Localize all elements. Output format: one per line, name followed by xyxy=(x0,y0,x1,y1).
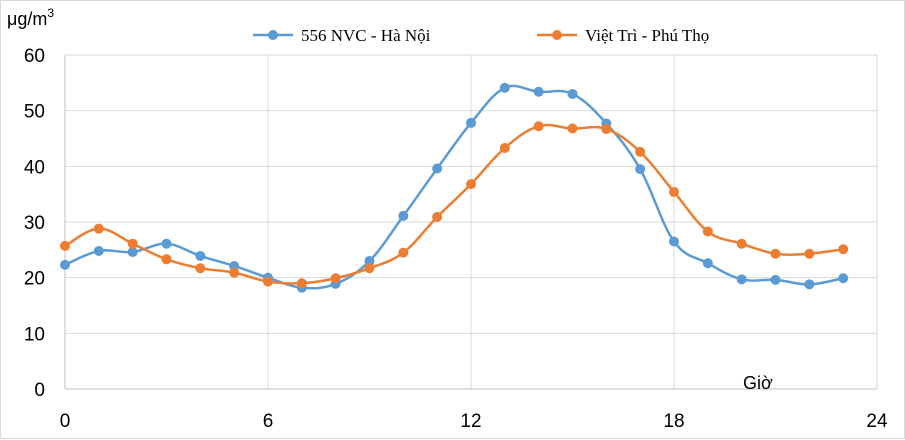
y-tick-label: 10 xyxy=(24,324,45,345)
data-point xyxy=(499,142,510,153)
legend-marker-0 xyxy=(268,30,278,40)
data-point xyxy=(432,163,443,174)
data-point xyxy=(466,179,476,190)
data-point xyxy=(702,226,713,237)
data-point xyxy=(804,279,815,290)
data-point xyxy=(364,263,375,274)
y-tick-label: 40 xyxy=(24,157,45,178)
y-tick-label: 60 xyxy=(24,46,45,67)
legend-label-0: 556 NVC - Hà Nội xyxy=(301,26,431,45)
data-point xyxy=(398,247,409,258)
data-point xyxy=(60,259,70,270)
data-point xyxy=(161,254,172,265)
data-point xyxy=(635,146,646,157)
x-tick-label: 18 xyxy=(663,411,684,432)
data-point xyxy=(736,238,747,249)
x-axis-label: Giờ xyxy=(743,373,773,393)
grid xyxy=(65,54,878,389)
legend: 556 NVC - Hà Nội Việt Trì - Phú Thọ xyxy=(253,26,709,45)
data-point xyxy=(702,258,713,269)
series-line-1 xyxy=(64,123,844,285)
x-tick-label: 12 xyxy=(460,411,481,432)
data-point xyxy=(364,255,375,266)
data-point xyxy=(127,247,138,258)
data-point xyxy=(499,82,510,93)
data-point xyxy=(770,274,781,285)
data-point xyxy=(669,236,679,247)
data-point xyxy=(93,245,104,256)
data-point xyxy=(93,223,104,234)
legend-label-1: Việt Trì - Phú Thọ xyxy=(585,26,709,45)
data-point xyxy=(838,273,849,284)
y-tick-label: 50 xyxy=(24,102,45,123)
data-point xyxy=(533,121,544,132)
axes xyxy=(64,55,877,390)
data-point xyxy=(601,124,612,135)
y-tick-label: 0 xyxy=(34,380,45,401)
x-tick-label: 0 xyxy=(60,411,71,432)
data-point xyxy=(127,238,138,249)
data-point xyxy=(736,274,747,285)
data-point xyxy=(466,117,476,128)
y-tick-label: 30 xyxy=(24,213,45,234)
data-point xyxy=(432,211,443,222)
data-point xyxy=(195,263,206,274)
data-point xyxy=(398,210,409,221)
y-tick-label: 20 xyxy=(24,269,45,290)
x-tick-label: 24 xyxy=(866,411,888,432)
y-axis-label: μg/m3 xyxy=(7,6,54,29)
series-line-0 xyxy=(64,84,844,290)
legend-marker-1 xyxy=(552,30,562,40)
data-point xyxy=(838,244,849,255)
data-point xyxy=(635,164,646,175)
data-point xyxy=(330,273,341,284)
data-point xyxy=(296,278,307,289)
data-point xyxy=(195,250,206,261)
data-point xyxy=(533,86,544,97)
data-point xyxy=(60,240,70,251)
data-point xyxy=(804,248,815,259)
data-point xyxy=(161,238,172,249)
data-point xyxy=(669,186,679,197)
data-point xyxy=(263,276,273,287)
axis-labels: 0 10 20 30 40 50 60 0 6 12 18 24 μg/m3 Giờ xyxy=(7,6,888,432)
data-point xyxy=(229,267,240,278)
data-point xyxy=(567,88,578,99)
data-point xyxy=(770,248,781,259)
x-tick-label: 6 xyxy=(263,411,274,432)
data-point xyxy=(567,123,578,134)
series-layer xyxy=(60,82,849,293)
